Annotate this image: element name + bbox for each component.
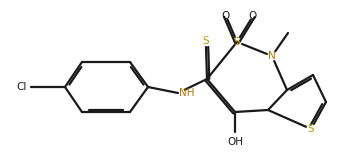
Text: NH: NH [179,88,195,98]
Text: N: N [268,51,276,61]
Text: O: O [222,11,230,21]
Text: S: S [234,37,240,47]
Text: Cl: Cl [17,82,27,92]
Text: S: S [308,124,314,134]
Text: OH: OH [227,137,243,147]
Text: S: S [203,36,209,46]
Text: O: O [249,11,257,21]
